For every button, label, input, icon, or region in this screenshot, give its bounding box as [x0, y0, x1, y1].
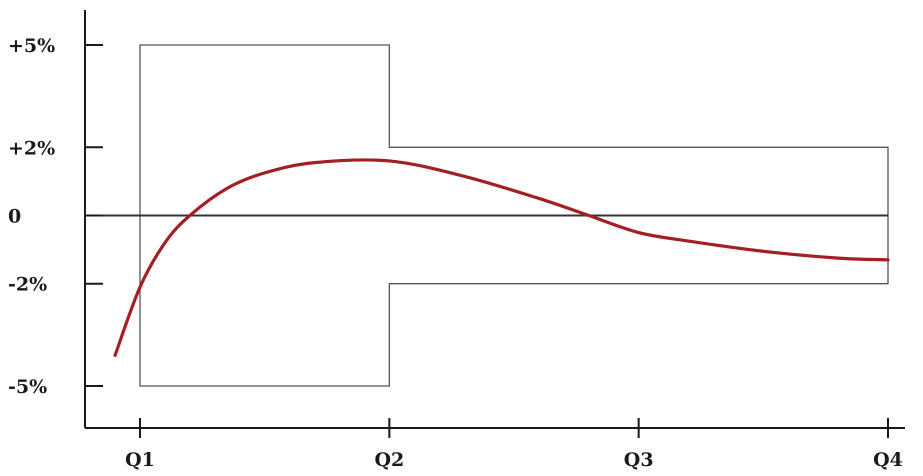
series-line [113, 158, 890, 357]
y-tick-label: -2% [8, 274, 47, 296]
y-tick-label: +2% [8, 137, 55, 159]
x-tick-label: Q3 [624, 449, 654, 471]
x-tick-label: Q2 [374, 449, 404, 471]
series-layer [113, 158, 890, 357]
tolerance-band [139, 44, 889, 387]
x-tick-label: Q1 [125, 449, 155, 471]
y-tick-label: +5% [8, 35, 55, 57]
axes [84, 10, 905, 438]
y-tick-label: -5% [8, 376, 47, 398]
y-tick-label: 0 [8, 206, 21, 228]
tolerance-band-outline [139, 44, 889, 387]
x-tick-label: Q4 [873, 449, 903, 471]
tick-labels: +5% +2% 0 -2% -5% Q1 Q2 Q3 Q4 [8, 35, 903, 471]
